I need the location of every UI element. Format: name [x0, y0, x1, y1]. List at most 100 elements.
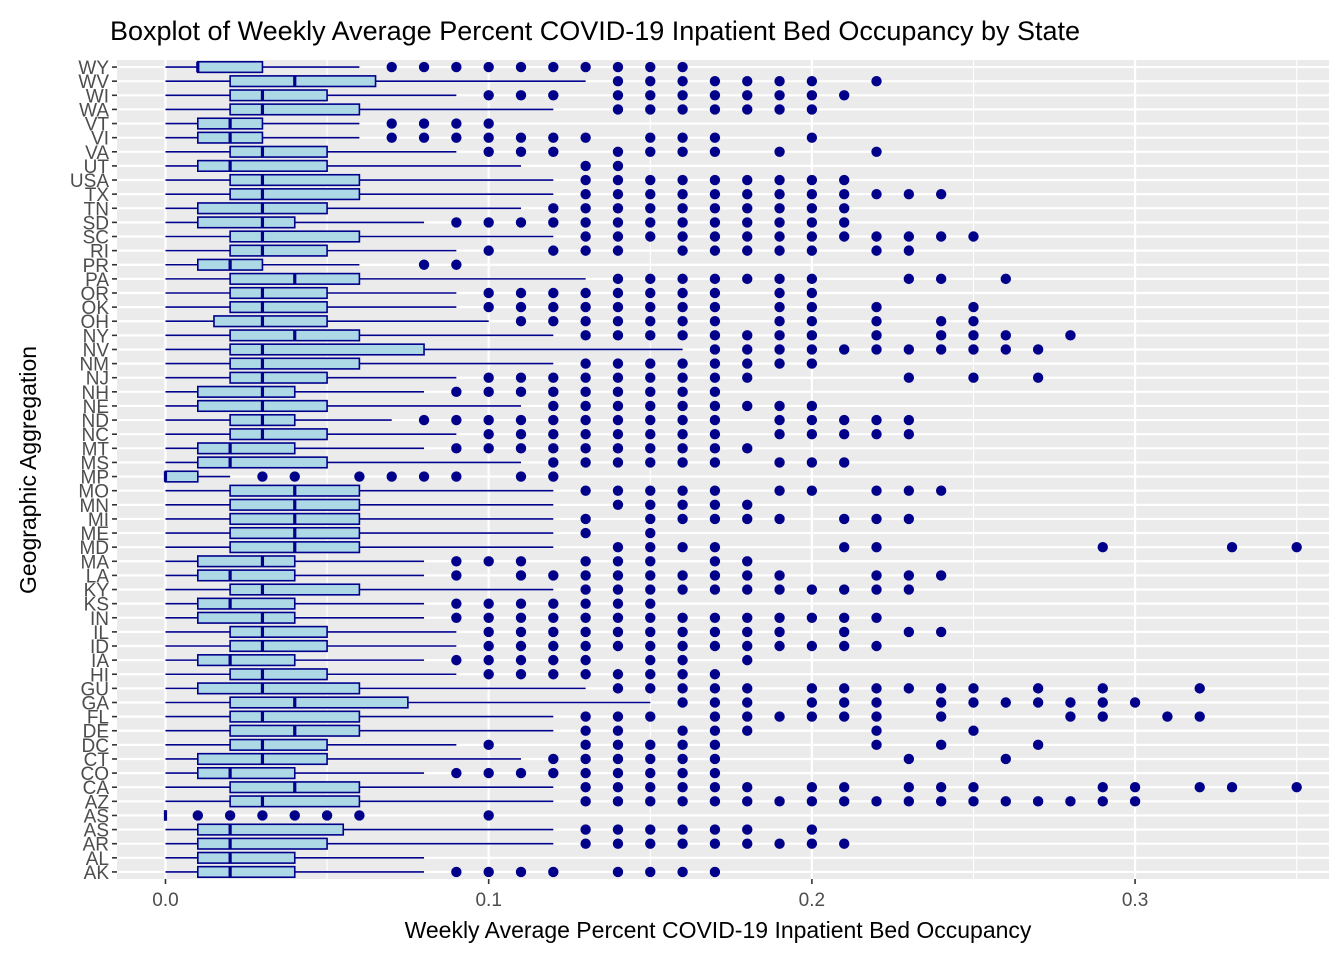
box-ky — [165, 583, 915, 596]
box-me — [165, 526, 656, 540]
outlier-point — [709, 711, 721, 722]
outlier-point — [580, 556, 591, 567]
outlier-point — [903, 231, 915, 242]
outlier-point — [1097, 782, 1108, 793]
outlier-point — [968, 330, 979, 341]
outlier-point — [709, 203, 721, 214]
outlier-point — [806, 132, 818, 143]
outlier-point — [742, 330, 753, 341]
box-nv — [165, 343, 1044, 356]
outlier-point — [483, 372, 494, 383]
box-tn — [165, 202, 850, 215]
box-body — [197, 569, 296, 582]
outlier-point — [677, 217, 688, 228]
outlier-point — [418, 118, 430, 129]
outlier-point — [1194, 782, 1205, 793]
outlier-point — [580, 711, 591, 722]
outlier-point — [548, 570, 559, 581]
outlier-point — [774, 330, 785, 341]
outlier-point — [612, 273, 624, 285]
outlier-point — [677, 245, 688, 256]
outlier-point — [742, 612, 753, 623]
box-mn — [165, 498, 753, 511]
outlier-point — [580, 753, 591, 765]
outlier-point — [612, 782, 624, 793]
outlier-point — [548, 316, 559, 327]
outlier-point — [515, 428, 527, 440]
outlier-point — [839, 231, 850, 242]
outlier-point — [612, 584, 624, 595]
outlier-point — [645, 598, 656, 609]
outlier-point — [612, 146, 624, 157]
outlier-point — [742, 203, 753, 214]
outlier-point — [645, 513, 656, 525]
box-body — [229, 286, 328, 300]
outlier-point — [774, 316, 785, 327]
outlier-point — [871, 316, 882, 327]
outlier-point — [418, 471, 430, 482]
outlier-point — [774, 612, 785, 623]
y-tick-label: ND — [82, 411, 109, 432]
outlier-point — [580, 287, 591, 299]
outlier-point — [806, 174, 818, 186]
outlier-point — [645, 231, 656, 242]
outlier-point — [742, 556, 753, 567]
outlier-point — [839, 344, 850, 355]
outlier-point — [774, 217, 785, 228]
y-tick-label: VI — [91, 129, 109, 150]
outlier-point — [709, 697, 721, 708]
box-wi — [165, 89, 850, 102]
outlier-point — [903, 626, 915, 638]
y-tick-label: RI — [90, 242, 109, 263]
outlier-point — [709, 584, 721, 595]
box-nm — [165, 357, 818, 370]
outlier-point — [806, 400, 818, 412]
outlier-point — [935, 485, 947, 496]
outlier-point — [515, 61, 527, 73]
outlier-point — [774, 796, 785, 807]
outlier-point — [806, 796, 818, 807]
outlier-point — [806, 287, 818, 299]
outlier-point — [709, 273, 721, 285]
box-ny — [165, 329, 1076, 342]
outlier-point — [806, 104, 818, 115]
outlier-point — [871, 146, 882, 157]
outlier-point — [354, 810, 365, 821]
outlier-point — [871, 612, 882, 623]
outlier-point — [903, 188, 915, 200]
outlier-point — [806, 711, 818, 722]
outlier-point — [709, 683, 721, 694]
outlier-point — [580, 612, 591, 623]
outlier-point — [645, 217, 656, 228]
box-ri — [165, 244, 915, 257]
outlier-point — [548, 598, 559, 609]
outlier-point — [677, 654, 688, 666]
outlier-point — [645, 485, 656, 496]
y-tick-label: AL — [86, 849, 109, 870]
outlier-point — [677, 400, 688, 412]
box-body — [229, 173, 361, 187]
outlier-point — [742, 654, 753, 666]
y-tick-label: NJ — [86, 369, 109, 390]
outlier-point — [871, 725, 882, 736]
outlier-point — [483, 669, 494, 680]
outlier-point — [612, 556, 624, 567]
box-body — [197, 654, 296, 667]
y-tick-label: AZ — [85, 792, 110, 813]
box-body — [229, 357, 361, 370]
box-dc — [165, 738, 1044, 751]
outlier-point — [742, 443, 753, 454]
outlier-point — [774, 146, 785, 157]
outlier-point — [774, 301, 785, 313]
outlier-point — [677, 739, 688, 751]
outlier-point — [709, 75, 721, 87]
box-gu — [165, 682, 1205, 695]
outlier-point — [677, 104, 688, 115]
outlier-point — [903, 414, 915, 426]
outlier-point — [645, 782, 656, 793]
box-or — [165, 286, 818, 300]
outlier-point — [612, 188, 624, 200]
outlier-point — [1000, 753, 1011, 765]
outlier-point — [1032, 683, 1044, 694]
